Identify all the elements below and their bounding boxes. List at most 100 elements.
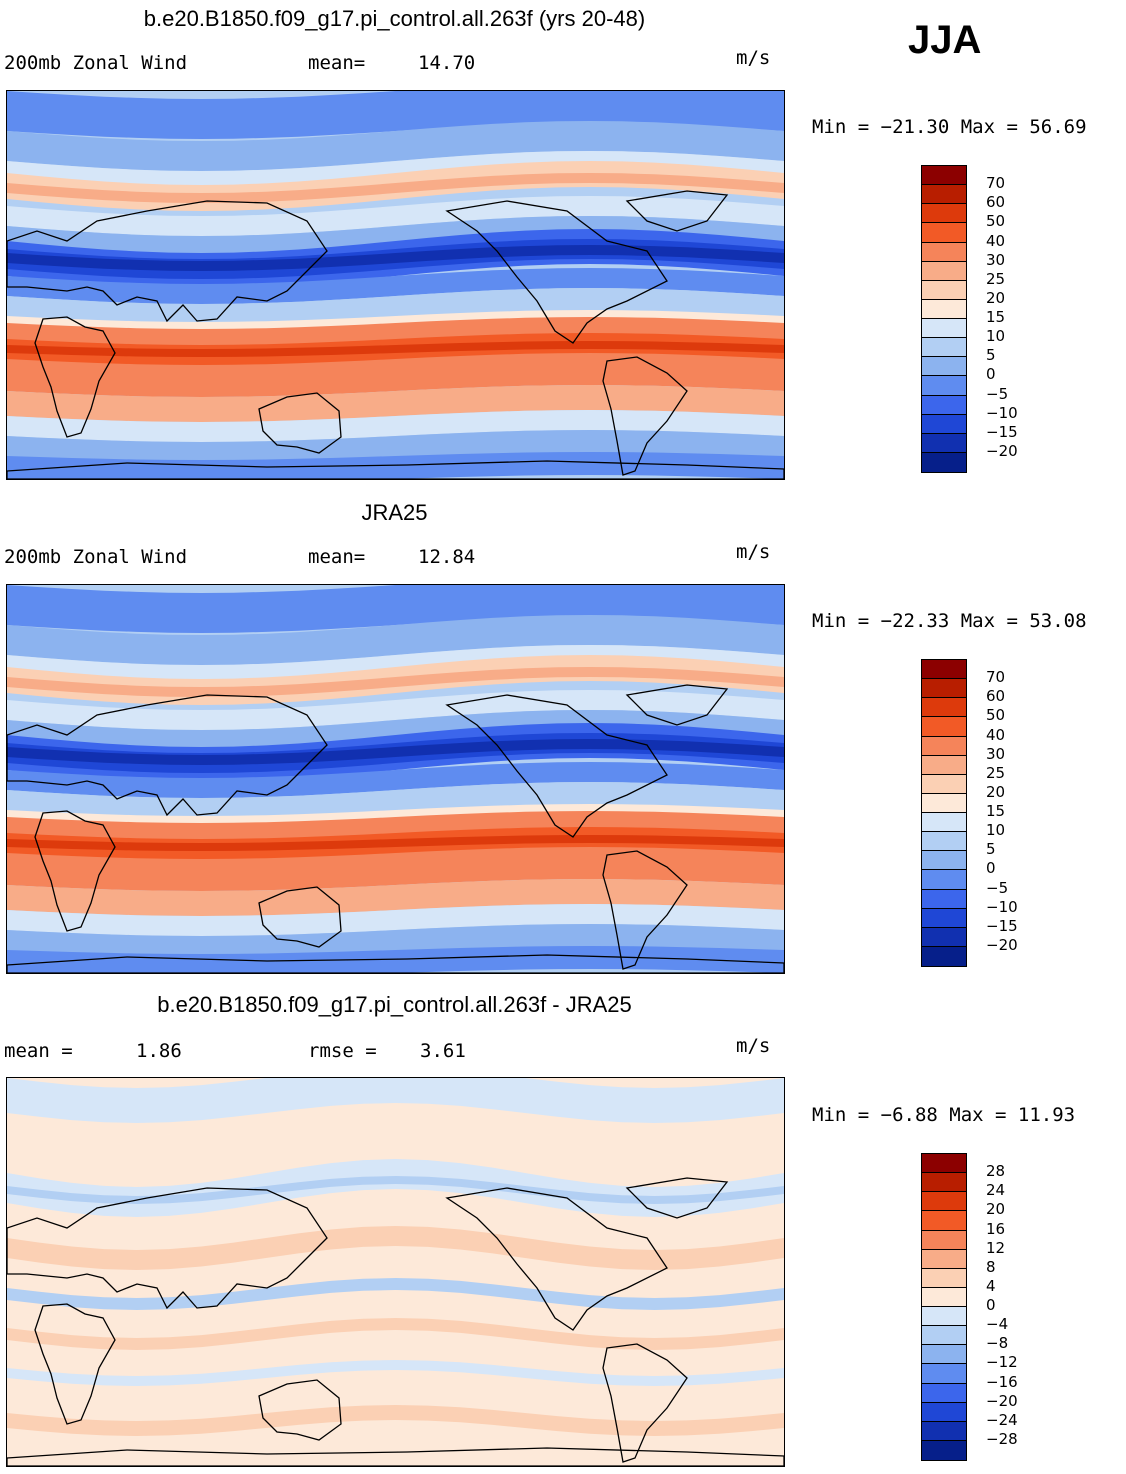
colorbar-tick-label: 60: [986, 687, 1006, 706]
colorbar-swatch: [922, 1287, 966, 1307]
panel-3-rmse-label: rmse =: [308, 1040, 377, 1062]
colorbar-tick-label: −15: [986, 916, 1018, 935]
colorbar-tick-label: 0: [986, 365, 996, 384]
contour-band: [7, 615, 784, 665]
colorbar-swatch: [922, 774, 966, 794]
coastline: [7, 694, 328, 817]
colorbar-tick-label: 30: [986, 250, 1006, 269]
contour-band: [7, 1078, 784, 1466]
contour-band: [7, 410, 784, 442]
colorbar-swatch: [922, 1364, 966, 1384]
coastline: [602, 1343, 688, 1463]
colorbar-swatch: [922, 414, 966, 434]
contour-band: [7, 904, 784, 936]
colorbar-tick-label: −16: [986, 1372, 1018, 1391]
colorbar-tick-label: 16: [986, 1219, 1006, 1238]
colorbar-swatch: [922, 832, 966, 852]
colorbar-tick-label: 0: [986, 1296, 996, 1314]
contour-band: [7, 288, 784, 324]
coastline: [445, 694, 668, 838]
coastline: [445, 1187, 668, 1331]
colorbar-swatch: [922, 319, 966, 339]
colorbar-tick-label: −20: [986, 1391, 1018, 1410]
colorbar-swatch: [922, 851, 966, 871]
contour-band: [7, 1078, 784, 1123]
colorbar-swatch: [922, 280, 966, 300]
colorbar-tick-label: −28: [986, 1429, 1018, 1448]
contour-band: [7, 1360, 784, 1386]
colorbar-tick-label: 5: [986, 346, 996, 365]
colorbar-swatch: [922, 679, 966, 699]
colorbar-tick-label: 12: [986, 1238, 1006, 1257]
colorbar-swatch: [922, 1192, 966, 1212]
coastline: [34, 316, 116, 438]
coastline: [7, 460, 784, 479]
contour-band: [7, 1318, 784, 1350]
colorbar-swatch: [922, 166, 966, 186]
colorbar-tick-label: −24: [986, 1410, 1018, 1429]
coastline: [7, 1187, 328, 1310]
contour-band: [7, 1405, 784, 1436]
colorbar-tick-label: 8: [986, 1257, 996, 1276]
colorbar-swatch: [922, 1421, 966, 1441]
colorbar-tick-label: 28: [986, 1162, 1006, 1181]
coastline: [258, 392, 342, 454]
colorbar-tick-label: 30: [986, 744, 1006, 763]
contour-band: [7, 173, 784, 203]
colorbar-tick-label: 10: [986, 327, 1006, 346]
colorbar-swatch: [922, 660, 966, 680]
coastline: [34, 1303, 116, 1425]
colorbar-tick-label: 10: [986, 821, 1006, 840]
contour-band: [7, 690, 784, 730]
panel-3-minmax: Min = −6.88 Max = 11.93: [812, 1104, 1076, 1126]
colorbar-tick-label: 20: [986, 1200, 1006, 1219]
colorbar-swatch: [922, 1307, 966, 1327]
coastline: [258, 886, 342, 948]
panel-3-mean-value: 1.86: [136, 1040, 182, 1062]
contour-band: [7, 216, 784, 256]
colorbar-swatch: [922, 736, 966, 756]
contour-band: [7, 710, 784, 750]
panel-2-minmax: Min = −22.33 Max = 53.08: [812, 610, 1087, 632]
colorbar-swatch: [922, 1173, 966, 1193]
colorbar-tick-label: 4: [986, 1276, 996, 1295]
colorbar-tick-label: −5: [986, 878, 1009, 897]
coastline: [258, 1379, 342, 1441]
coastline: [445, 200, 668, 344]
contour-band: [7, 91, 784, 139]
colorbar-swatch: [922, 1345, 966, 1365]
colorbar-swatch: [922, 1402, 966, 1422]
colorbar-swatch: [922, 376, 966, 396]
contour-band: [7, 739, 784, 765]
colorbar-tick-label: −20: [986, 935, 1018, 954]
colorbar-tick-label: 15: [986, 802, 1006, 820]
colorbar-swatch: [922, 1268, 966, 1288]
panel-2-mean-label: mean=: [308, 546, 366, 568]
coastline: [7, 954, 784, 973]
colorbar-tick-label: 20: [986, 782, 1006, 801]
colorbar-swatch: [922, 1154, 966, 1174]
contour-band: [7, 585, 784, 633]
contour-band: [7, 1159, 784, 1217]
colorbar-tick-label: 25: [986, 269, 1006, 288]
colorbar-tick-label: −12: [986, 1353, 1018, 1372]
colorbar-swatch: [922, 299, 966, 319]
colorbar-swatch: [922, 813, 966, 833]
colorbar-swatch: [922, 1326, 966, 1346]
coastline: [602, 356, 688, 476]
colorbar-swatch: [922, 870, 966, 890]
colorbar-swatch: [922, 1249, 966, 1269]
panel-1-mean-label: mean=: [308, 52, 366, 74]
panel-3-title: b.e20.B1850.f09_g17.pi_control.all.263f …: [157, 992, 632, 1017]
colorbar-tick-label: −8: [986, 1334, 1009, 1353]
contour-band: [7, 121, 784, 171]
colorbar-tick-label: −20: [986, 441, 1018, 460]
contour-band: [7, 667, 784, 697]
colorbar-swatch: [922, 452, 966, 472]
coastline: [34, 810, 116, 932]
contour-band: [7, 1176, 784, 1204]
coastline: [7, 1447, 784, 1466]
colorbar-swatch: [922, 1230, 966, 1250]
coastline: [7, 200, 328, 323]
colorbar-tick-label: 60: [986, 193, 1006, 212]
